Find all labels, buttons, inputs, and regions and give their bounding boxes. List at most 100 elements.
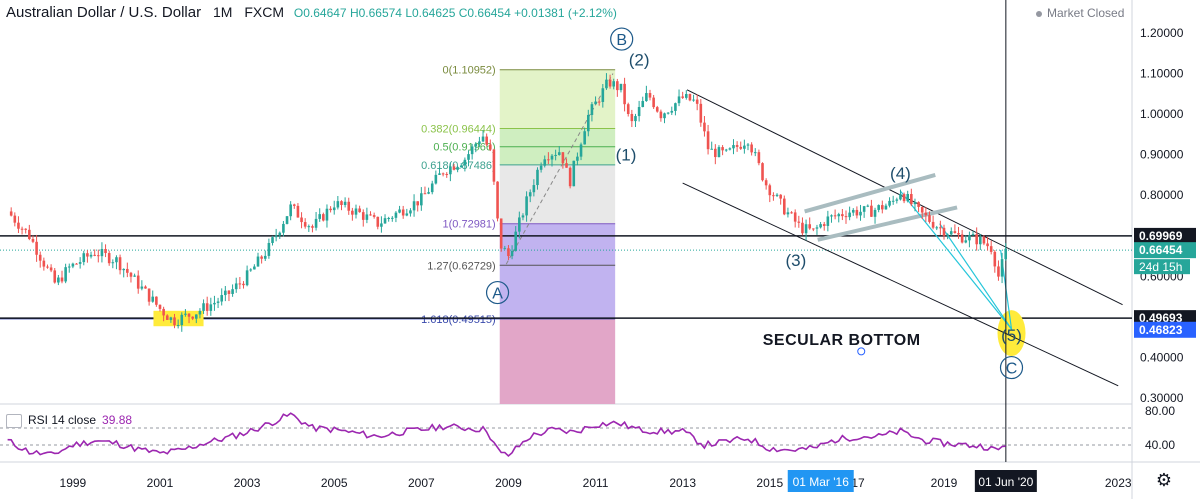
candle (525, 196, 528, 216)
candle (191, 316, 194, 319)
fib-level-label: 1.618(0.49515) (421, 314, 496, 326)
candle (42, 260, 46, 267)
candle (779, 194, 782, 199)
symbol-name[interactable]: Australian Dollar / U.S. Dollar (6, 4, 202, 21)
candle (420, 193, 423, 206)
price-tick-label: 0.80000 (1140, 188, 1184, 202)
wave-label: C (1006, 361, 1018, 378)
fib-level-label: 0.5(0.91966) (433, 142, 495, 154)
candle (688, 94, 692, 101)
candle (634, 116, 637, 122)
high-value: H0.66574 (349, 6, 402, 20)
candle (931, 221, 935, 228)
candle (496, 181, 499, 219)
candle (895, 199, 899, 201)
candle (409, 210, 412, 214)
candle (38, 254, 42, 261)
gear-icon[interactable]: ⚙ (1155, 470, 1173, 490)
candle (340, 201, 343, 205)
candle (986, 243, 989, 247)
candle (111, 262, 115, 264)
time-label: 01 Mar '16 (793, 475, 850, 489)
candle (17, 222, 20, 229)
candle (354, 208, 358, 215)
candle (982, 236, 986, 244)
candle (949, 231, 953, 235)
candle (717, 147, 721, 158)
candle (884, 205, 888, 210)
wave-label: (2) (629, 50, 650, 69)
wave-circle (485, 280, 510, 305)
candle (518, 217, 521, 232)
projection-line (939, 223, 1013, 330)
ohlc-values: O0.64647 H0.66574 L0.64625 C0.66454 +0.0… (294, 6, 617, 20)
candle (819, 224, 822, 228)
fib-zone-0-0382 (499, 69, 616, 129)
candle (46, 266, 49, 268)
candle (528, 192, 532, 197)
price-label: 0.66454 (1139, 243, 1183, 257)
fib-level-label: 1.27(0.62729) (427, 260, 496, 272)
candle (60, 277, 64, 282)
candle (1000, 259, 1004, 277)
candle (997, 266, 1000, 277)
candle (786, 212, 790, 215)
candle (812, 228, 815, 230)
candle (438, 173, 441, 175)
candle (706, 131, 710, 150)
wave-circle (610, 27, 634, 51)
candle (249, 269, 253, 271)
candle (176, 325, 180, 327)
candle (536, 169, 539, 186)
candle (300, 217, 303, 223)
rsi-value: 39.88 (102, 413, 133, 427)
candle (619, 83, 623, 91)
wave-label: A (492, 286, 503, 303)
candle (583, 131, 586, 145)
fib-zone-extension (499, 318, 616, 404)
candle (441, 173, 445, 175)
candle (274, 235, 278, 238)
candle (343, 201, 347, 205)
candle (67, 266, 71, 268)
candle (198, 310, 202, 315)
countdown-box (1134, 259, 1190, 275)
candle (256, 256, 260, 267)
candle (151, 296, 155, 302)
channel-lower-line (682, 182, 1119, 387)
fib-zone-0618-1 (499, 164, 616, 224)
rsi-legend[interactable]: RSI 14 close 39.88 (6, 413, 132, 428)
candle (82, 253, 86, 263)
candle (732, 145, 735, 149)
candle (844, 216, 848, 218)
candle (434, 174, 438, 184)
low-value: L0.64625 (405, 6, 456, 20)
time-tick-label: 2001 (147, 476, 174, 490)
interval[interactable]: 1M (212, 4, 233, 20)
candle (801, 222, 804, 234)
candle (928, 215, 931, 222)
candle (169, 317, 173, 320)
collapse-icon[interactable] (6, 413, 22, 428)
time-label: 01 Jun '20 (978, 475, 1033, 489)
candle (735, 145, 739, 147)
candle (322, 214, 325, 221)
candle (133, 275, 136, 277)
candle (586, 114, 590, 132)
candle (841, 214, 844, 217)
change-value: +0.01381 (+2.12%) (514, 6, 617, 20)
candle (764, 180, 768, 186)
candle (761, 163, 764, 181)
chart-header: Australian Dollar / U.S. Dollar 1M FXCM … (6, 4, 617, 21)
wave-label: (5) (1001, 326, 1022, 345)
candle (902, 194, 906, 202)
highlight-ellipse (997, 310, 1026, 357)
candle (616, 81, 619, 91)
candle (202, 303, 205, 311)
time-tick-label: 2009 (495, 476, 522, 490)
candle (851, 209, 855, 213)
candle (394, 212, 398, 218)
market-status: Market Closed (1036, 6, 1124, 20)
